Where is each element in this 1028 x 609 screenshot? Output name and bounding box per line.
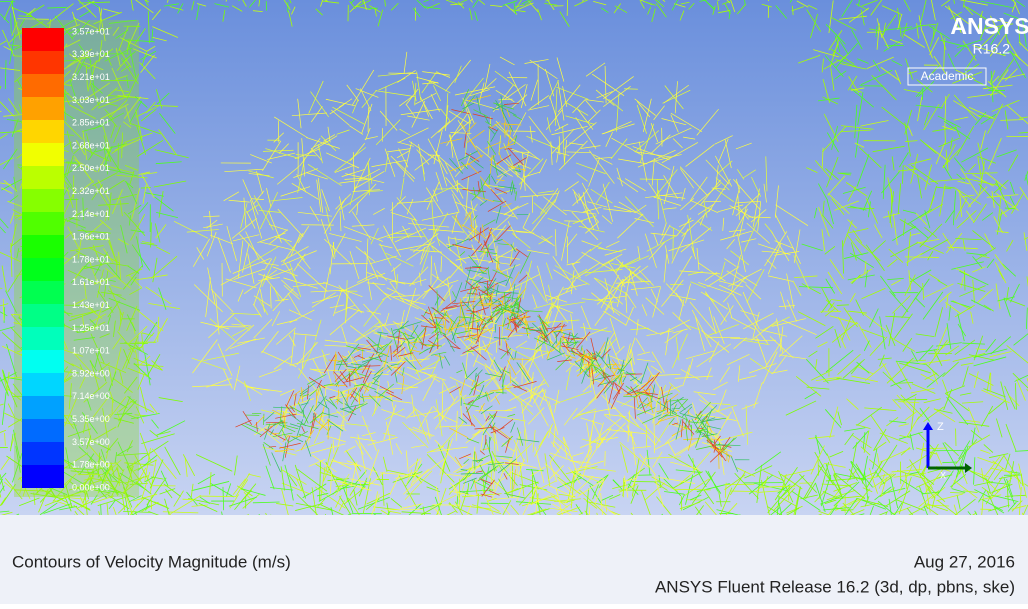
- legend-band: [22, 212, 64, 235]
- legend-band: [22, 373, 64, 396]
- legend-label: 1.78e+00: [72, 460, 110, 470]
- color-legend: 3.57e+01 3.39e+01 3.21e+01 3.03e+01 2.85e+01…: [14, 20, 139, 497]
- mesh-edge: [199, 496, 236, 497]
- fluent-window: 3.57e+01 3.39e+01 3.21e+01 3.03e+01 2.85e+01…: [0, 0, 1028, 604]
- mesh-edge: [512, 464, 513, 498]
- legend-band: [22, 258, 64, 281]
- legend-band: [22, 51, 64, 74]
- legend-label: 2.85e+01: [72, 118, 110, 128]
- legend-label: 3.03e+01: [72, 95, 110, 105]
- legend-band: [22, 327, 64, 350]
- legend-label: 2.68e+01: [72, 140, 110, 150]
- logo-name: ANSYS: [950, 13, 1028, 39]
- legend-label: 2.32e+01: [72, 186, 110, 196]
- page: 3.57e+01 3.39e+01 3.21e+01 3.03e+01 2.85e+01…: [0, 0, 1028, 604]
- legend-band: [22, 189, 64, 212]
- legend-label: 2.50e+01: [72, 163, 110, 173]
- legend-band: [22, 442, 64, 465]
- logo-version: R16.2: [973, 41, 1011, 57]
- logo-edition: Academic: [921, 69, 974, 83]
- legend-band: [22, 166, 64, 189]
- legend-label: 0.00e+00: [72, 482, 110, 492]
- legend-band: [22, 120, 64, 143]
- legend-band: [22, 350, 64, 373]
- mesh-edge: [17, 19, 49, 20]
- legend-label: 1.07e+01: [72, 346, 110, 356]
- caption-title: Contours of Velocity Magnitude (m/s): [12, 552, 291, 571]
- legend-band: [22, 74, 64, 97]
- mesh-edge: [905, 257, 939, 258]
- legend-band: [22, 396, 64, 419]
- x-label: X: [940, 470, 946, 480]
- legend-label: 3.39e+01: [72, 49, 110, 59]
- legend-label: 1.43e+01: [72, 300, 110, 310]
- legend-band: [22, 419, 64, 442]
- legend-label: 1.78e+01: [72, 254, 110, 264]
- legend-label: 5.35e+00: [72, 414, 110, 424]
- legend-label: 3.57e+01: [72, 26, 110, 36]
- legend-band: [22, 465, 64, 488]
- legend-band: [22, 281, 64, 304]
- legend-label: 1.61e+01: [72, 277, 110, 287]
- caption-date: Aug 27, 2016: [914, 552, 1015, 571]
- legend-label: 1.25e+01: [72, 323, 110, 333]
- legend-label: 8.92e+00: [72, 368, 110, 378]
- legend-label: 7.14e+00: [72, 391, 110, 401]
- legend-label: 1.96e+01: [72, 232, 110, 242]
- legend-band: [22, 304, 64, 327]
- legend-band: [22, 235, 64, 258]
- z-label: Z: [937, 421, 944, 433]
- legend-band: [22, 97, 64, 120]
- legend-band: [22, 143, 64, 166]
- caption-release: ANSYS Fluent Release 16.2 (3d, dp, pbns,…: [655, 577, 1015, 596]
- legend-label: 3.57e+00: [72, 437, 110, 447]
- legend-band: [22, 28, 64, 51]
- legend-label: 3.21e+01: [72, 72, 110, 82]
- legend-label: 2.14e+01: [72, 209, 110, 219]
